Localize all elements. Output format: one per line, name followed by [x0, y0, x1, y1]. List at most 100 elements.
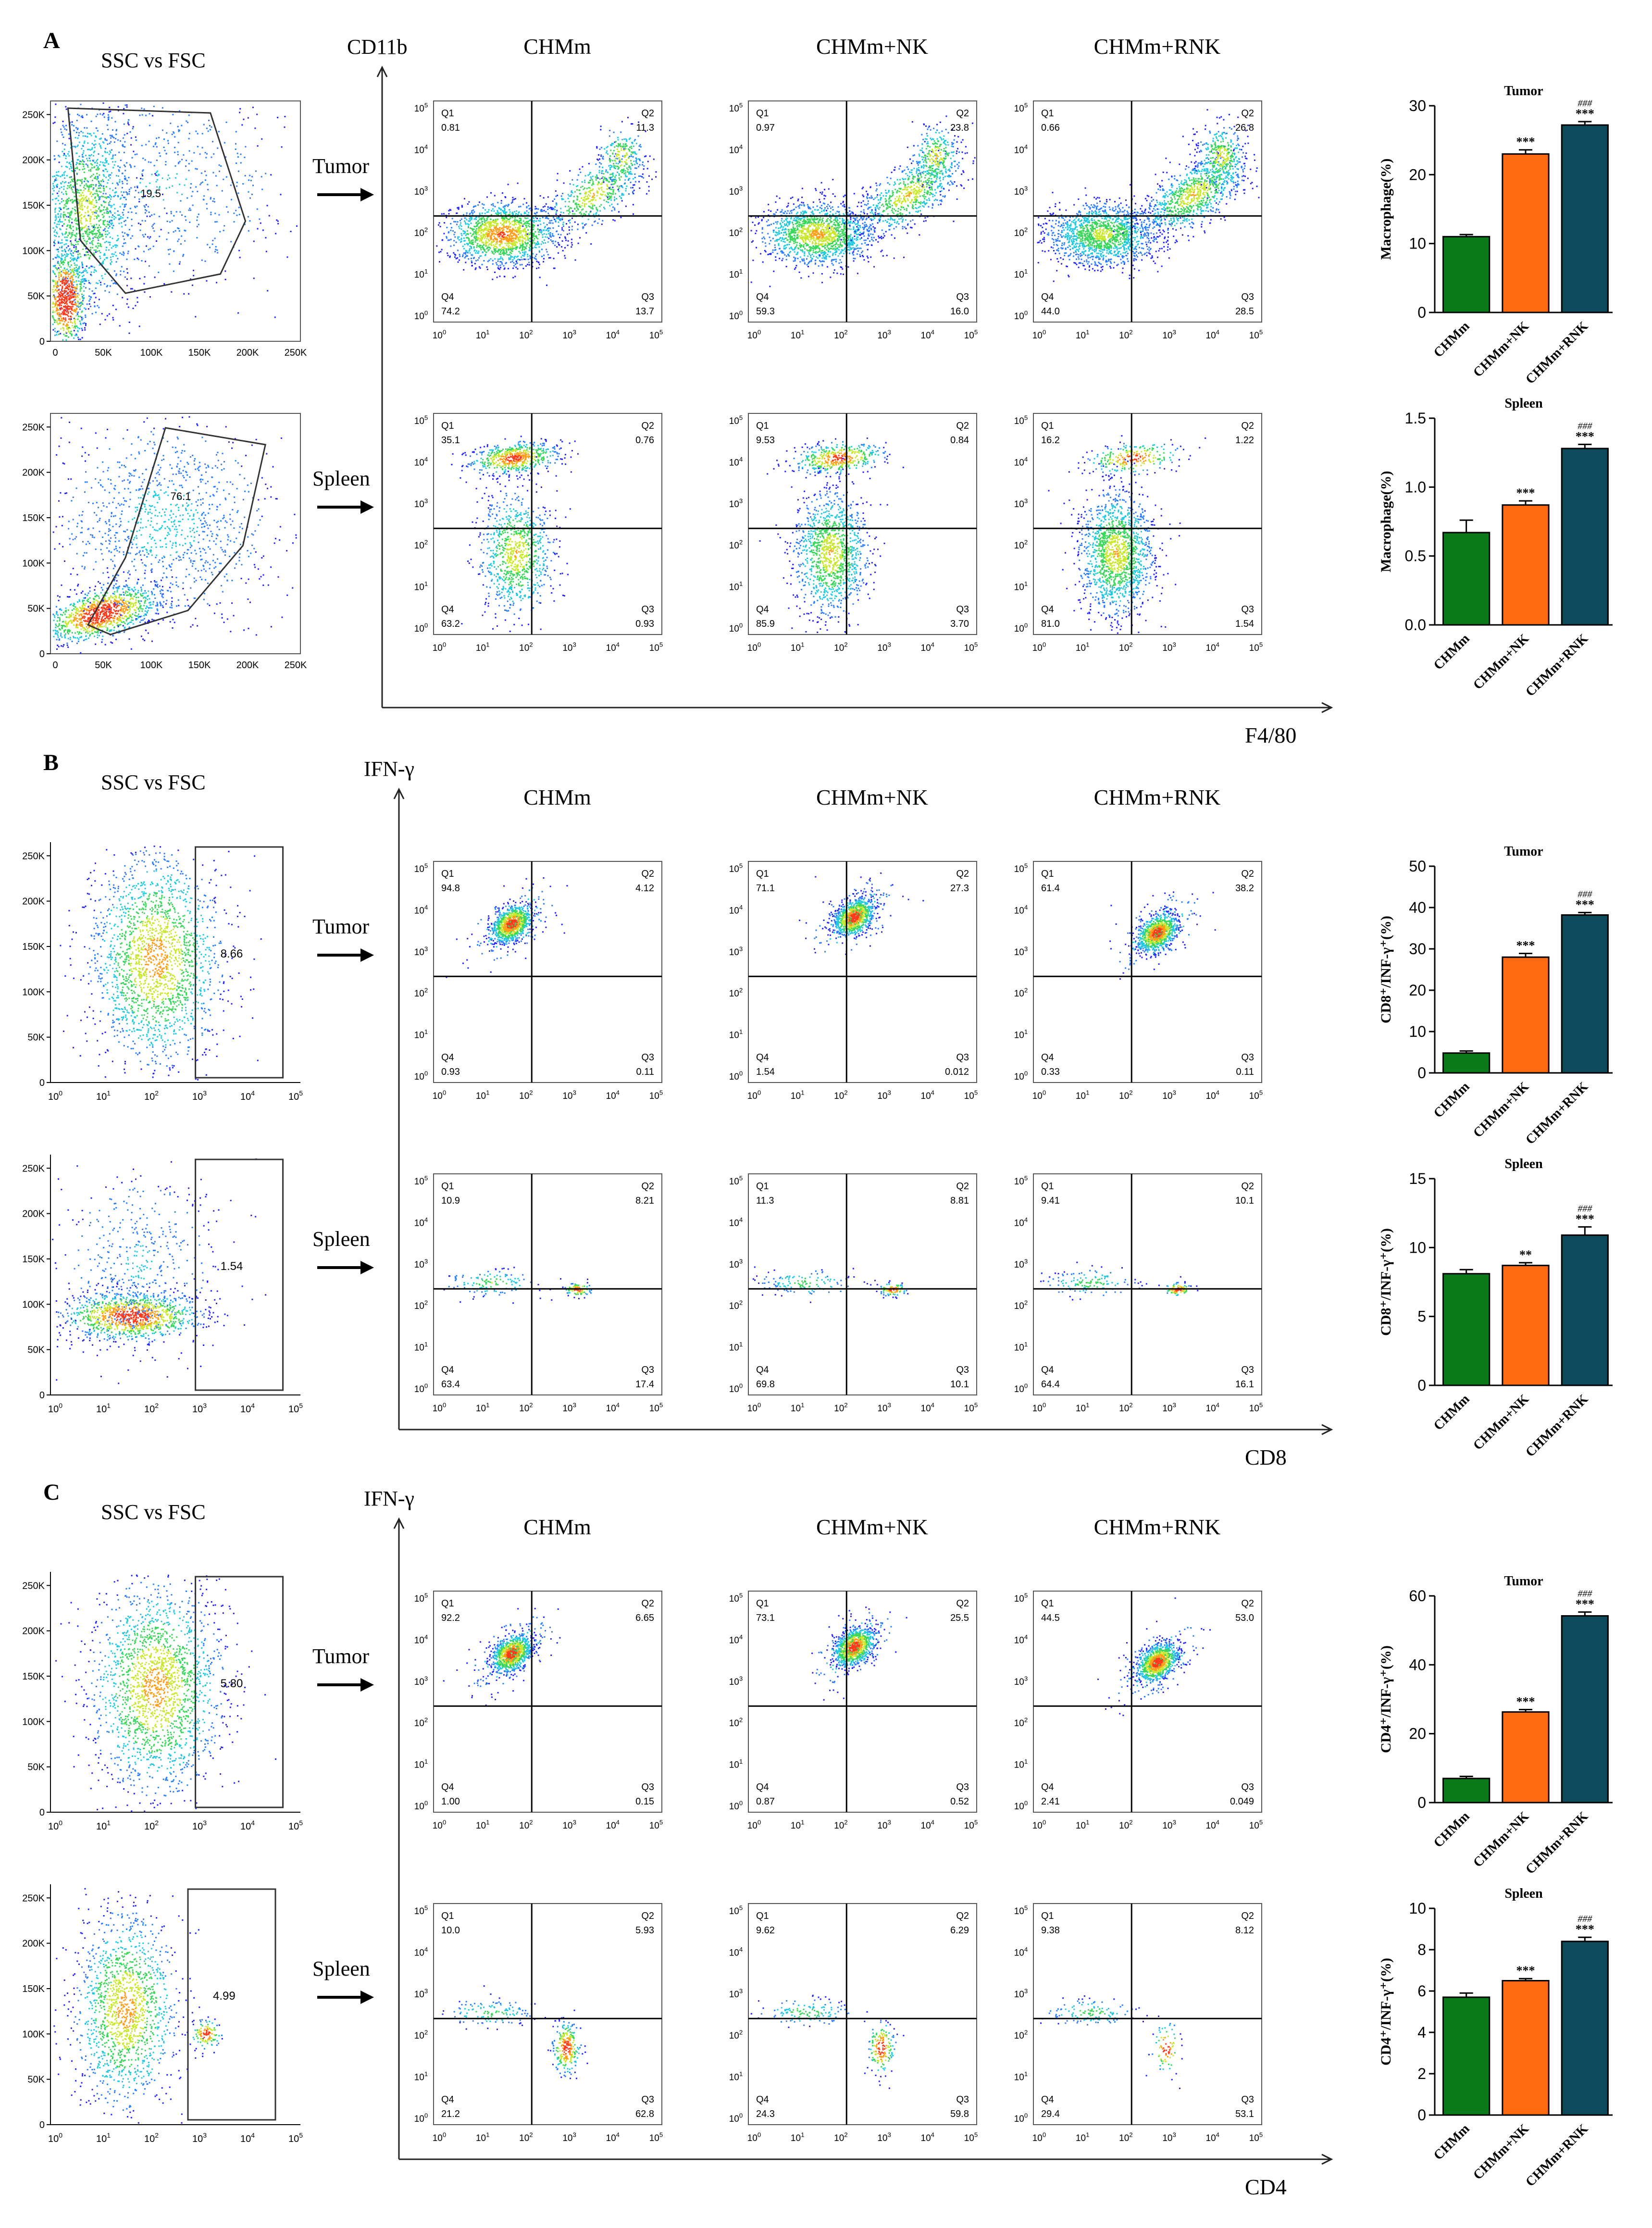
event-dot [464, 198, 465, 199]
event-dot [619, 186, 620, 187]
event-dot [112, 154, 114, 156]
event-dot [486, 266, 488, 268]
event-dot [86, 196, 87, 198]
event-dot [98, 239, 99, 241]
event-dot [471, 265, 473, 266]
event-dot [493, 240, 495, 242]
event-dot [84, 216, 85, 218]
event-dot [76, 325, 78, 327]
event-dot [148, 249, 149, 250]
event-dot [129, 164, 131, 166]
event-dot [77, 311, 79, 313]
event-dot [97, 159, 99, 161]
event-dot [60, 266, 62, 268]
event-dot [477, 229, 479, 231]
event-dot [605, 171, 607, 173]
event-dot [101, 133, 103, 135]
event-dot [778, 233, 780, 235]
event-dot [142, 170, 144, 172]
event-dot [63, 126, 65, 128]
event-dot [67, 272, 69, 274]
event-dot [534, 213, 536, 215]
event-dot [55, 177, 57, 179]
event-dot [104, 196, 106, 198]
event-dot [568, 229, 570, 231]
event-dot [70, 228, 72, 229]
event-dot [125, 191, 127, 193]
event-dot [104, 273, 106, 275]
event-dot [828, 230, 830, 232]
event-dot [600, 155, 602, 157]
event-dot [58, 315, 60, 317]
event-dot [524, 247, 526, 249]
event-dot [114, 212, 116, 214]
event-dot [598, 154, 599, 156]
event-dot [95, 297, 97, 299]
event-dot [558, 217, 559, 219]
event-dot [498, 258, 500, 260]
event-dot [468, 220, 470, 222]
event-dot [71, 254, 73, 256]
event-dot [830, 221, 832, 223]
event-dot [609, 135, 610, 137]
event-dot [600, 163, 602, 165]
event-dot [85, 308, 87, 310]
event-dot [611, 144, 613, 146]
event-dot [63, 186, 65, 187]
event-dot [73, 284, 75, 286]
event-dot [56, 282, 58, 284]
event-dot [177, 227, 179, 229]
event-dot [84, 283, 86, 285]
event-dot [203, 199, 205, 200]
event-dot [600, 183, 602, 185]
event-dot [57, 319, 59, 321]
event-dot [473, 218, 475, 220]
event-dot [56, 289, 58, 291]
event-dot [788, 224, 790, 225]
event-dot [122, 231, 124, 233]
event-dot [235, 143, 236, 145]
event-dot [77, 191, 79, 193]
event-dot [87, 181, 89, 183]
event-dot [475, 222, 477, 224]
event-dot [622, 194, 624, 196]
event-dot [94, 301, 96, 303]
event-dot [631, 148, 633, 149]
event-dot [86, 220, 87, 221]
event-dot [82, 192, 84, 194]
event-dot [248, 191, 249, 193]
event-dot [460, 220, 461, 222]
event-dot [511, 201, 513, 203]
event-dot [109, 242, 111, 244]
event-dot [533, 233, 535, 235]
event-dot [65, 320, 67, 322]
event-dot [543, 197, 545, 199]
event-dot [518, 221, 520, 223]
event-dot [447, 239, 449, 241]
event-dot [108, 153, 110, 155]
event-dot [94, 306, 96, 308]
event-dot [68, 221, 70, 223]
event-dot [625, 143, 627, 145]
event-dot [618, 167, 620, 169]
event-dot [99, 280, 100, 282]
event-dot [139, 229, 141, 231]
event-dot [571, 207, 572, 209]
event-dot [509, 247, 510, 249]
event-dot [84, 240, 86, 242]
event-dot [871, 209, 873, 211]
event-dot [185, 165, 186, 167]
event-dot [469, 212, 471, 214]
event-dot [72, 244, 74, 246]
event-dot [490, 192, 492, 194]
event-dot [457, 261, 459, 263]
event-dot [95, 176, 97, 177]
event-dot [66, 129, 67, 131]
event-dot [549, 234, 551, 236]
event-dot [512, 213, 514, 215]
event-dot [524, 253, 526, 255]
event-dot [526, 202, 527, 204]
event-dot [537, 228, 539, 230]
event-dot [63, 207, 65, 209]
event-dot [479, 226, 481, 228]
